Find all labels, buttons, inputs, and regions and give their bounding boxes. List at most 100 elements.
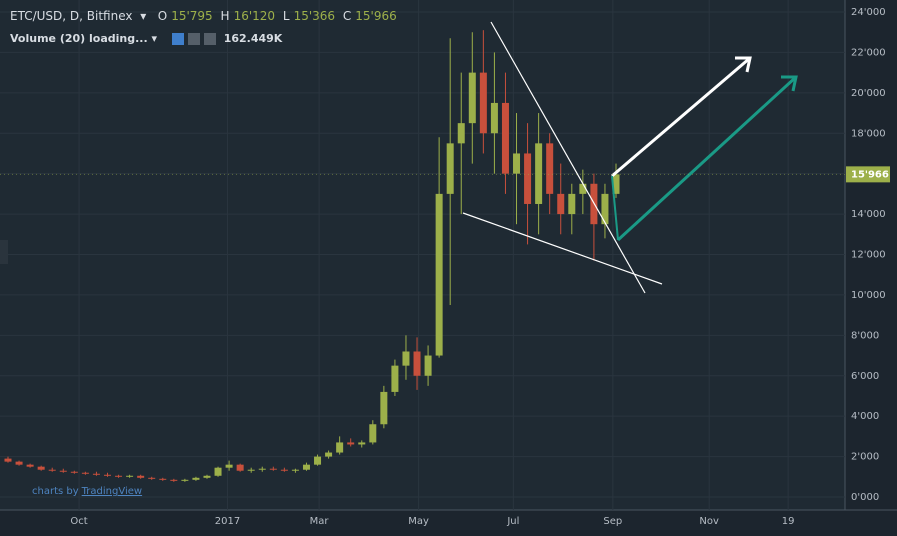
x-tick-label: Jul [506, 516, 519, 527]
candle-body [435, 193, 443, 356]
y-tick-label: 20'000 [851, 88, 886, 99]
candle-body [568, 193, 576, 215]
credit: charts by TradingView [32, 486, 142, 497]
candle-body [214, 467, 222, 476]
candle-body [269, 468, 277, 470]
x-tick-label: 2017 [215, 516, 240, 527]
candle-body [546, 143, 554, 194]
y-tick-label: 0'000 [851, 492, 879, 503]
candle-body [402, 351, 410, 366]
candle-body [490, 102, 498, 134]
candle-body [170, 479, 178, 481]
indicator-row: Volume (20) loading... ▾ 162.449K [10, 32, 283, 45]
candle-body [37, 466, 45, 470]
candle-body [457, 123, 465, 144]
quote-key: H [220, 9, 230, 23]
candle-body [424, 355, 432, 376]
candle-body [314, 456, 322, 465]
candle-body [280, 469, 288, 471]
arrow-head [735, 56, 752, 73]
candle-body [81, 472, 89, 474]
candle-body [26, 464, 34, 467]
candle-body [612, 174, 620, 194]
candle-body [236, 464, 244, 471]
indicator-value: 162.449K [223, 32, 283, 45]
candle-body [501, 102, 509, 174]
y-tick-label: 14'000 [851, 209, 886, 220]
x-tick-label: Nov [699, 516, 719, 527]
settings-button[interactable] [188, 33, 201, 45]
y-tick-label: 8'000 [851, 330, 879, 341]
candle-body [601, 193, 609, 225]
candle-body [258, 468, 266, 470]
indicator-name[interactable]: Volume (20) loading... [10, 32, 148, 45]
candle-body [524, 153, 532, 204]
candle-body [70, 471, 78, 473]
x-tick-label: May [408, 516, 429, 527]
side-toggle[interactable] [0, 240, 8, 264]
y-tick-label: 4'000 [851, 411, 879, 422]
candle-body [369, 424, 377, 443]
x-tick-label: Mar [310, 516, 330, 527]
arrow [611, 56, 751, 178]
candle-body [103, 474, 111, 476]
quote-key: C [342, 9, 352, 23]
quote-value: 15'366 [293, 9, 336, 23]
candle-body [302, 464, 310, 470]
x-tick-label: Oct [70, 516, 87, 527]
candle-body [203, 475, 211, 478]
candle-body [557, 193, 565, 215]
candle-body [4, 458, 12, 462]
last-price-box [846, 166, 890, 183]
y-tick-label: 2'000 [851, 452, 879, 463]
y-tick-label: 22'000 [851, 47, 886, 58]
candle-body [413, 351, 421, 376]
y-tick-label: 12'000 [851, 250, 886, 261]
candle-body [347, 442, 355, 445]
quote-value: 15'795 [171, 9, 213, 23]
symbol[interactable]: ETC/USD, D, Bitfinex [10, 9, 133, 23]
candle-body [325, 452, 333, 457]
x-tick-label: 19 [782, 516, 795, 527]
candle-body [115, 475, 123, 477]
trend-line [462, 212, 663, 285]
candle-body [59, 470, 67, 472]
candle-body [468, 72, 476, 124]
quote-value: 15'966 [355, 9, 397, 23]
arrow-head [781, 75, 798, 92]
candle-body [126, 475, 134, 477]
candle-body [159, 478, 167, 480]
header: ETC/USD, D, Bitfinex ▾ O 15'795 H 16'120 L… [10, 9, 397, 23]
quote-key: O [157, 9, 168, 23]
y-tick-label: 18'000 [851, 128, 886, 139]
candle-body [358, 442, 366, 445]
y-tick-label: 24'000 [851, 7, 886, 18]
candle-body [225, 464, 233, 468]
candle-body [380, 391, 388, 425]
candle-body [535, 143, 543, 204]
credit-prefix: charts by [32, 486, 79, 497]
eye-button[interactable] [172, 33, 185, 45]
candle-body [336, 442, 344, 453]
candle-body [479, 72, 487, 134]
trend-line [490, 21, 646, 294]
candle-body [391, 365, 399, 392]
candle-body [446, 143, 454, 194]
x-tick-label: Sep [603, 516, 622, 527]
y-tick-label: 10'000 [851, 290, 886, 301]
candle-body [192, 477, 200, 480]
quote-key: L [282, 9, 290, 23]
candle-body [148, 477, 156, 479]
close-button[interactable] [204, 33, 217, 45]
candle-body [137, 475, 145, 478]
candle-body [92, 473, 100, 475]
arrow [616, 75, 798, 242]
candle-body [15, 461, 23, 465]
candle-body [291, 469, 299, 471]
candle-body [513, 153, 521, 174]
path-line [611, 175, 619, 241]
last-price-label: 15'966 [851, 169, 889, 180]
candle-body [579, 183, 587, 194]
credit-link[interactable]: TradingView [81, 486, 143, 497]
